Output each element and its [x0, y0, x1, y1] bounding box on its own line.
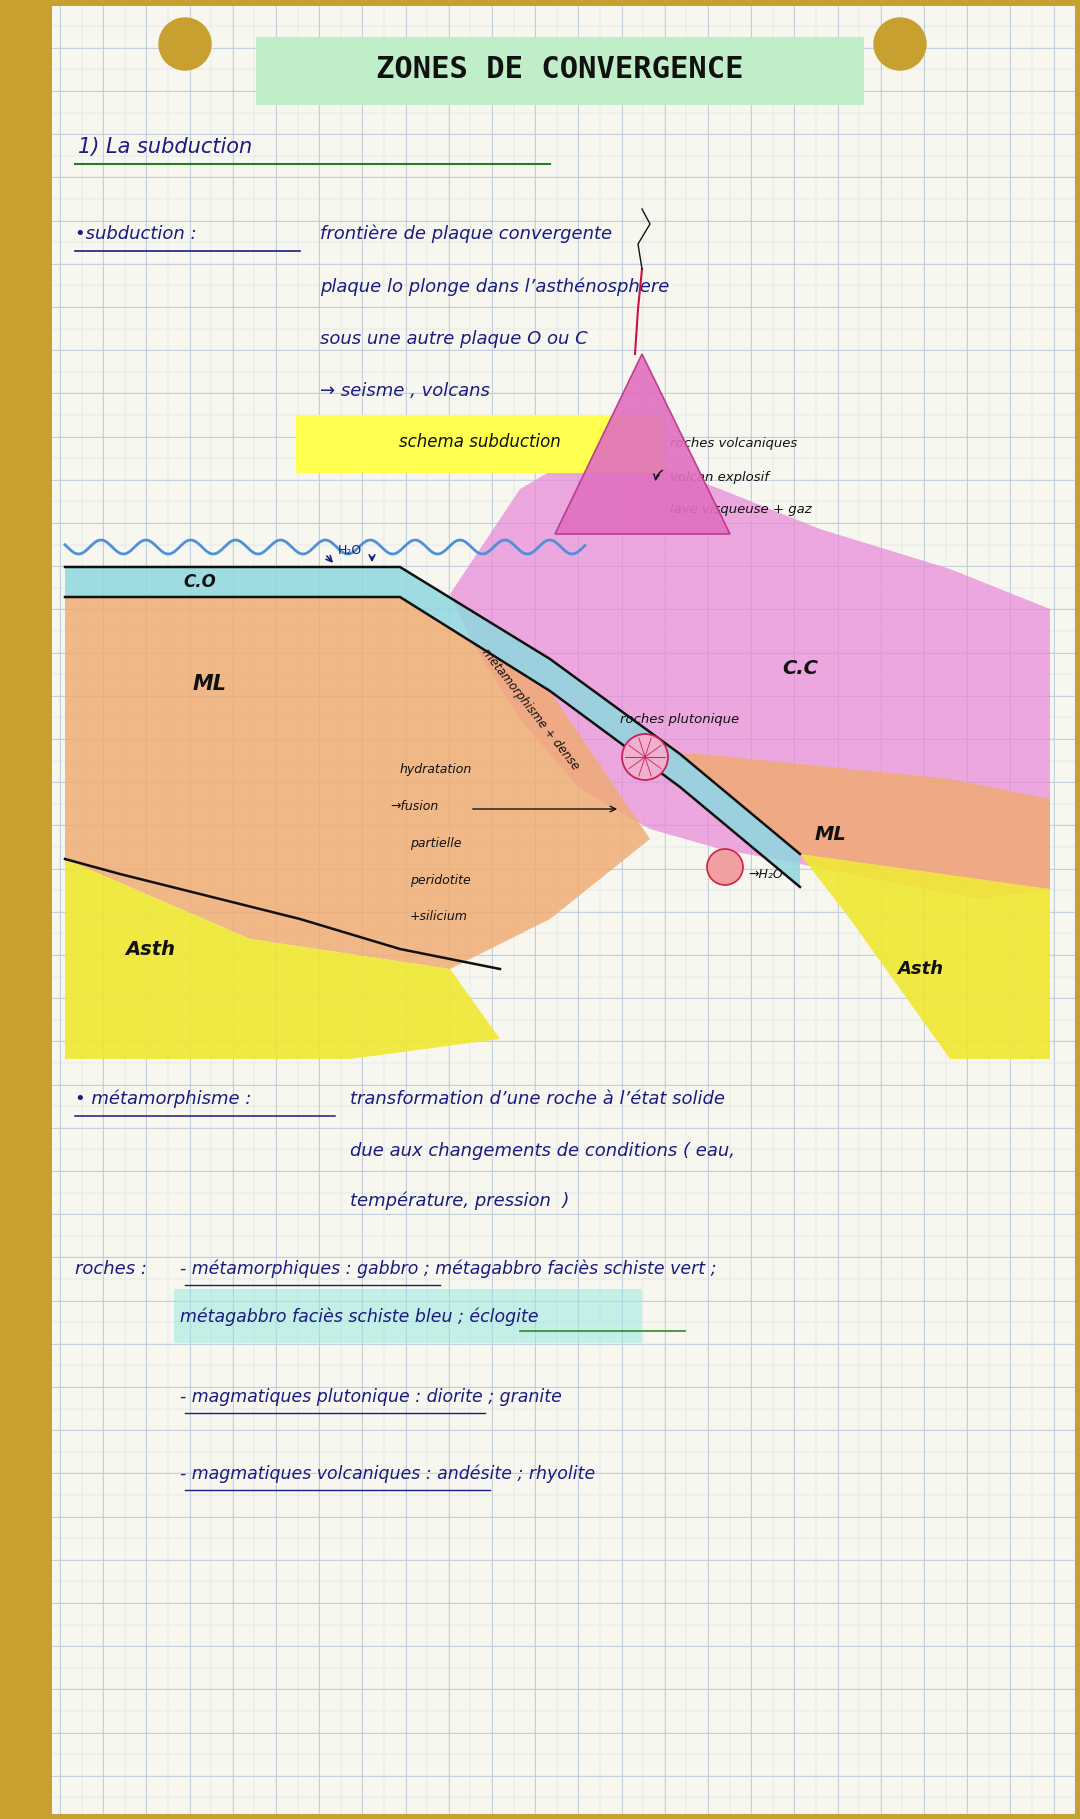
Text: ML: ML — [193, 675, 227, 695]
Text: partielle: partielle — [410, 837, 461, 851]
Text: volcan explosif: volcan explosif — [670, 471, 769, 484]
Text: Asth: Asth — [125, 939, 175, 959]
Text: H₂O: H₂O — [338, 544, 362, 557]
Circle shape — [707, 849, 743, 886]
FancyBboxPatch shape — [174, 1290, 642, 1342]
FancyBboxPatch shape — [256, 36, 864, 106]
Text: - magmatiques plutonique : diorite ; granite: - magmatiques plutonique : diorite ; gra… — [180, 1388, 562, 1406]
Bar — [0, 0, 52, 1819]
Polygon shape — [555, 355, 730, 535]
Text: température, pression  ): température, pression ) — [350, 1191, 569, 1210]
Text: → seisme , volcans: → seisme , volcans — [320, 382, 490, 400]
Polygon shape — [65, 859, 500, 1059]
Text: plaque lo plonge dans l’asthénosphere: plaque lo plonge dans l’asthénosphere — [320, 278, 670, 296]
Text: ML: ML — [814, 824, 846, 844]
Text: sous une autre plaque O ou C: sous une autre plaque O ou C — [320, 329, 588, 347]
Text: lave visqueuse + gaz: lave visqueuse + gaz — [670, 502, 812, 515]
Text: roches plutonique: roches plutonique — [620, 713, 739, 726]
Text: →fusion: →fusion — [390, 800, 438, 813]
Text: C.O: C.O — [184, 573, 216, 591]
Text: ZONES DE CONVERGENCE: ZONES DE CONVERGENCE — [376, 55, 744, 84]
Text: hydratation: hydratation — [400, 762, 472, 775]
Polygon shape — [800, 853, 1050, 1059]
Text: peridotite: peridotite — [410, 875, 471, 888]
Text: C.C: C.C — [782, 660, 818, 678]
Text: •subduction :: •subduction : — [75, 226, 197, 244]
Text: métamorphisme + dense: métamorphisme + dense — [478, 646, 581, 773]
Text: Asth: Asth — [896, 960, 943, 979]
Polygon shape — [65, 568, 800, 888]
Text: • métamorphisme :: • métamorphisme : — [75, 1090, 252, 1108]
Circle shape — [874, 18, 926, 69]
Polygon shape — [65, 597, 650, 970]
Text: due aux changements de conditions ( eau,: due aux changements de conditions ( eau, — [350, 1142, 735, 1161]
Circle shape — [159, 18, 211, 69]
Circle shape — [622, 735, 669, 780]
Polygon shape — [450, 455, 1050, 899]
Polygon shape — [680, 755, 1050, 889]
Text: frontière de plaque convergente: frontière de plaque convergente — [320, 226, 612, 244]
Text: schema subduction: schema subduction — [400, 433, 561, 451]
Text: transformation d’une roche à l’état solide: transformation d’une roche à l’état soli… — [350, 1090, 725, 1108]
Text: roches :: roches : — [75, 1261, 147, 1279]
FancyBboxPatch shape — [296, 415, 664, 473]
Text: →H₂O: →H₂O — [748, 868, 783, 880]
Text: - métamorphiques : gabbro ; métagabbro faciès schiste vert ;: - métamorphiques : gabbro ; métagabbro f… — [180, 1261, 716, 1279]
Text: - magmatiques volcaniques : andésite ; rhyolite: - magmatiques volcaniques : andésite ; r… — [180, 1464, 595, 1482]
Text: +silicium: +silicium — [410, 911, 468, 924]
Text: roches volcaniques: roches volcaniques — [670, 438, 797, 451]
Text: 1) La subduction: 1) La subduction — [78, 136, 253, 156]
Text: métagabbro faciès schiste bleu ; éclogite: métagabbro faciès schiste bleu ; éclogit… — [180, 1308, 539, 1326]
